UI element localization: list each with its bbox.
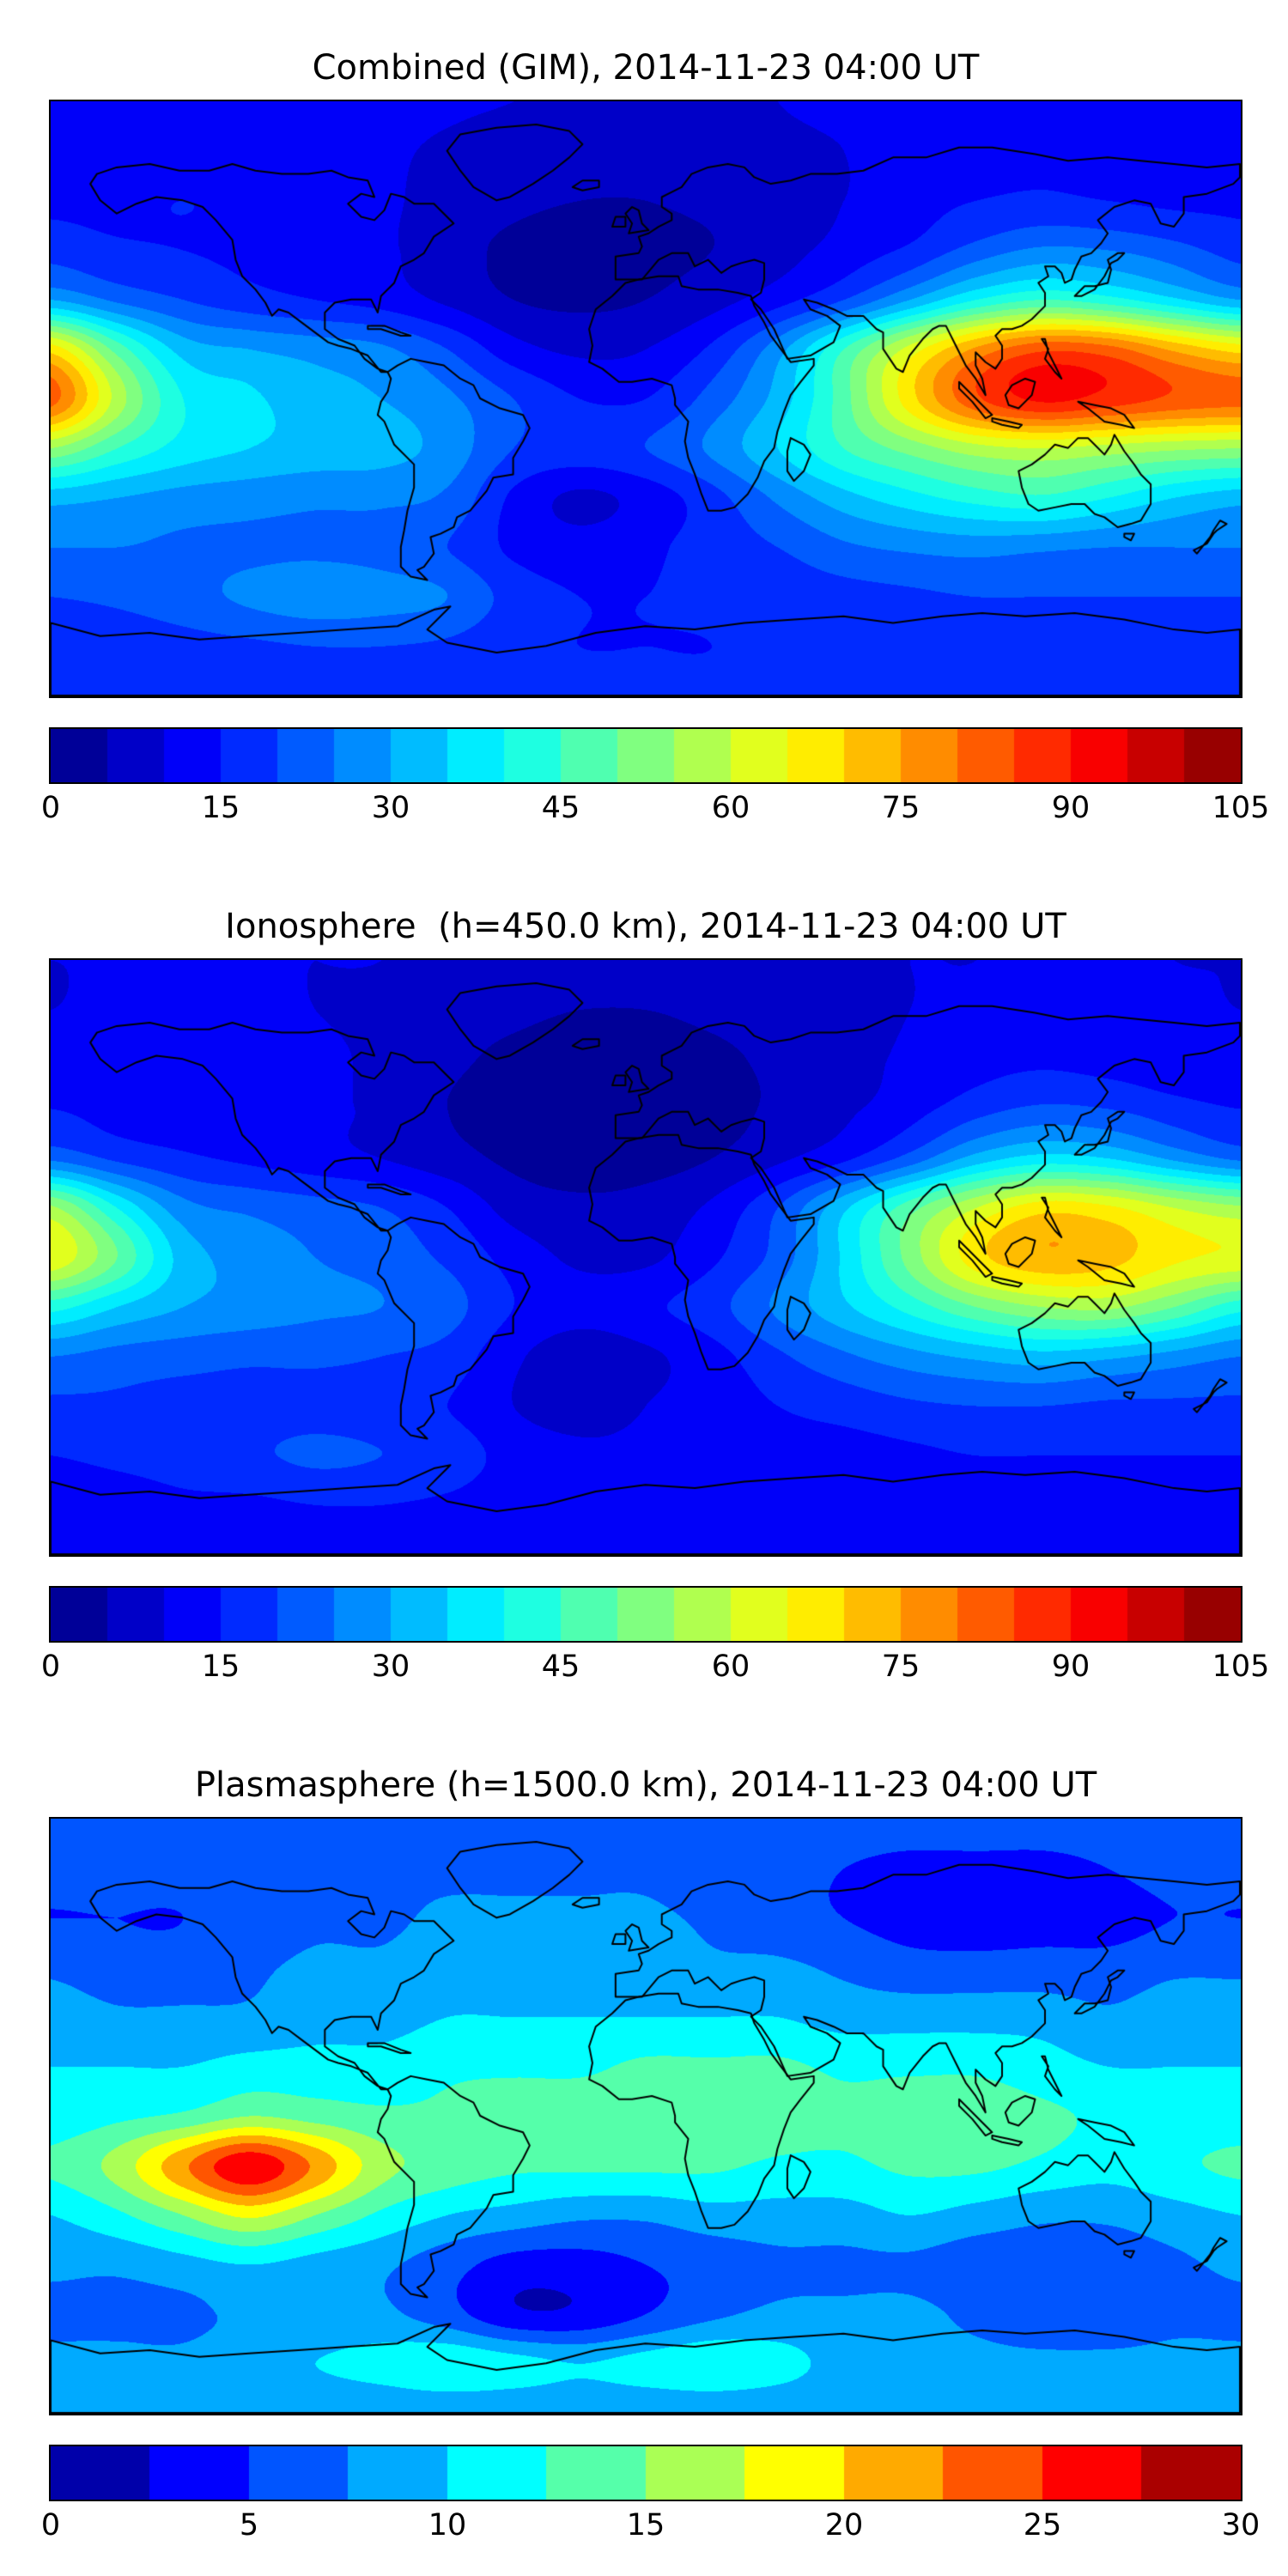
colorbar-canvas [51, 2446, 1241, 2500]
colorbar-frame [49, 2445, 1242, 2501]
colorbar-tick-labels: 0 5 10 15 20 25 30 [41, 2506, 1260, 2546]
colorbar-tick-label: 0 [40, 2508, 61, 2543]
world-tec-map-canvas [51, 101, 1241, 696]
colorbar-tick-label: 45 [541, 791, 580, 825]
colorbar-tick-label: 25 [1023, 2508, 1062, 2543]
panel-combined-gim: Combined (GIM), 2014-11-23 04:00 UT 0 15 3… [41, 0, 1270, 859]
colorbar-tick-label: 0 [40, 791, 61, 825]
colorbar-canvas [51, 729, 1241, 782]
colorbar-canvas [51, 1588, 1241, 1641]
world-tec-map-canvas [51, 1819, 1241, 2414]
colorbar-tick-label: 30 [371, 1649, 410, 1684]
colorbar-tick-label: 60 [711, 1649, 750, 1684]
panel-plasmasphere: Plasmasphere (h=1500.0 km), 2014-11-23 0… [41, 1717, 1260, 2576]
map-frame [49, 958, 1242, 1557]
colorbar-tick-label: 45 [541, 1649, 580, 1684]
colorbar-tick-label: 105 [1212, 791, 1270, 825]
colorbar-tick-label: 105 [1212, 1649, 1270, 1684]
map-frame [49, 100, 1242, 698]
colorbar-frame [49, 727, 1242, 784]
colorbar-tick-label: 20 [824, 2508, 864, 2543]
colorbar-tick-label: 90 [1051, 791, 1091, 825]
colorbar-tick-label: 15 [626, 2508, 665, 2543]
colorbar-tick-label: 60 [711, 791, 750, 825]
colorbar-tick-labels: 0 15 30 45 60 75 90 105 [41, 789, 1270, 829]
colorbar-tick-label: 15 [201, 791, 240, 825]
colorbar-tick-label: 5 [239, 2508, 259, 2543]
colorbar-tick-label: 90 [1051, 1649, 1091, 1684]
colorbar-tick-label: 15 [201, 1649, 240, 1684]
map-frame [49, 1817, 1242, 2415]
colorbar-tick-label: 30 [371, 791, 410, 825]
panel-title: Plasmasphere (h=1500.0 km), 2014-11-23 0… [194, 1765, 1097, 1805]
colorbar-tick-label: 0 [40, 1649, 61, 1684]
colorbar-tick-labels: 0 15 30 45 60 75 90 105 [41, 1648, 1270, 1687]
colorbar-tick-label: 30 [1221, 2508, 1261, 2543]
colorbar-tick-label: 10 [428, 2508, 467, 2543]
panel-title: Ionosphere (h=450.0 km), 2014-11-23 04:0… [225, 907, 1066, 946]
panel-title: Combined (GIM), 2014-11-23 04:00 UT [312, 48, 980, 88]
colorbar-frame [49, 1586, 1242, 1643]
colorbar-tick-label: 75 [881, 1649, 920, 1684]
world-tec-map-canvas [51, 960, 1241, 1555]
colorbar-tick-label: 75 [881, 791, 920, 825]
panel-ionosphere: Ionosphere (h=450.0 km), 2014-11-23 04:0… [41, 859, 1270, 1717]
